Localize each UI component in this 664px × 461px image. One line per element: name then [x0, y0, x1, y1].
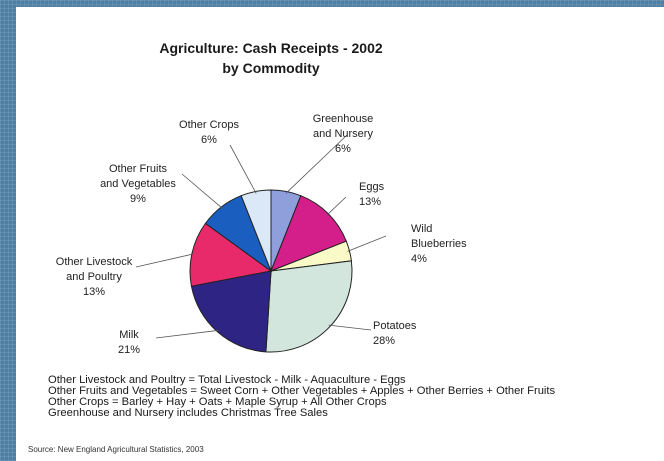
slice-percent-label: 21%	[118, 344, 140, 356]
slice-percent-label: 28%	[373, 335, 395, 347]
slice-percent-label: 13%	[83, 286, 105, 298]
leader-line	[328, 324, 372, 331]
slice-percent-label: 9%	[130, 193, 146, 205]
slice-name-label: Wild	[411, 223, 432, 235]
chart-title: Agriculture: Cash Receipts - 2002	[159, 40, 383, 56]
slice-name-label: and Poultry	[66, 271, 122, 283]
pie-slice-other-livestock-and-poultry	[189, 222, 273, 287]
slice-percent-label: 13%	[359, 196, 381, 208]
slice-name-label: Other Crops	[179, 119, 239, 131]
leader-line	[285, 134, 348, 194]
slice-name-label: Other Livestock	[56, 256, 133, 268]
pie-slice-potatoes	[265, 260, 353, 353]
slice-name-label: and Nursery	[313, 128, 373, 140]
source-note: Source: New England Agricultural Statist…	[28, 445, 204, 454]
leader-line	[181, 173, 223, 209]
leader-line	[155, 329, 219, 339]
slice-name-label: Eggs	[359, 181, 385, 193]
chart-card: Agriculture: Cash Receipts - 2002 by Com…	[16, 7, 664, 461]
slice-percent-label: 6%	[201, 134, 217, 146]
slice-name-label: Blueberries	[411, 238, 467, 250]
pie-labels: Greenhouse and Nursery 6% Eggs 13% Wild Bluebe…	[56, 113, 467, 356]
leader-line	[326, 196, 347, 216]
note-other-livestock: Other Livestock and Poultry = Total Live…	[48, 374, 406, 386]
slice-percent-label: 4%	[411, 253, 427, 265]
note-greenhouse: Greenhouse and Nursery includes Christma…	[48, 407, 328, 419]
pie-chart: Agriculture: Cash Receipts - 2002 by Com…	[56, 40, 467, 356]
slice-name-label: Milk	[119, 329, 139, 341]
chart-subtitle: by Commodity	[222, 60, 319, 76]
note-other-fruits: Other Fruits and Vegetables = Sweet Corn…	[48, 385, 556, 397]
leader-line	[229, 144, 257, 194]
slice-name-label: Greenhouse	[313, 113, 374, 125]
slice-percent-label: 6%	[335, 143, 351, 155]
slice-name-label: Other Fruits	[109, 163, 168, 175]
leader-line	[135, 253, 194, 268]
note-other-crops: Other Crops = Barley + Hay + Oats + Mapl…	[48, 396, 387, 408]
slice-name-label: and Vegetables	[100, 178, 176, 190]
leader-line	[347, 235, 387, 252]
slice-name-label: Potatoes	[373, 320, 417, 332]
pie-slice-milk	[190, 270, 272, 353]
pie-slice-other-crops	[240, 189, 272, 272]
